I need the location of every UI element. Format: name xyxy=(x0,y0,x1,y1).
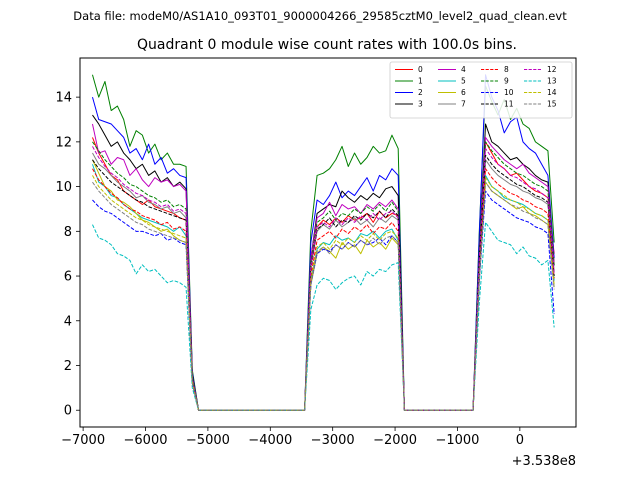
series-layer xyxy=(91,74,555,411)
legend-label-10: 10 xyxy=(504,88,514,97)
y-tick-label: 10 xyxy=(55,180,72,195)
series-line-12 xyxy=(92,146,555,411)
legend-label-4: 4 xyxy=(461,65,466,74)
y-tick-label: 14 xyxy=(55,91,72,106)
legend-label-7: 7 xyxy=(461,100,466,109)
legend-label-15: 15 xyxy=(547,100,557,109)
x-offset-label: +3.538e8 xyxy=(512,454,576,469)
y-tick-label: 4 xyxy=(64,314,72,329)
y-tick-label: 6 xyxy=(64,270,72,285)
legend-label-6: 6 xyxy=(461,88,466,97)
y-tick-label: 2 xyxy=(64,359,72,374)
legend-label-0: 0 xyxy=(418,65,423,74)
y-tick-label: 0 xyxy=(64,404,72,419)
legend-label-8: 8 xyxy=(504,65,509,74)
chart-suptitle: Data file: modeM0/AS1A10_093T01_90000042… xyxy=(73,9,567,23)
x-tick-label: −1000 xyxy=(435,433,479,448)
series-line-15 xyxy=(92,181,555,411)
y-tick-label: 8 xyxy=(64,225,72,240)
y-axis: 0 2 4 6 8 10 12 14 xyxy=(55,91,80,419)
plot-area xyxy=(80,58,576,427)
legend-label-3: 3 xyxy=(418,100,423,109)
x-tick-label: −2000 xyxy=(373,433,417,448)
y-tick-label: 12 xyxy=(55,135,72,150)
legend-label-9: 9 xyxy=(504,77,509,86)
series-line-8 xyxy=(92,168,555,411)
series-line-13 xyxy=(92,221,555,411)
x-tick-label: −3000 xyxy=(311,433,355,448)
x-tick-label: 0 xyxy=(516,433,524,448)
x-tick-label: −4000 xyxy=(248,433,292,448)
series-line-11 xyxy=(92,154,555,411)
legend-label-2: 2 xyxy=(418,88,423,97)
legend-label-5: 5 xyxy=(461,77,466,86)
legend-label-11: 11 xyxy=(504,100,514,109)
plot-frame xyxy=(79,57,577,428)
x-tick-label: −5000 xyxy=(186,433,230,448)
x-axis: −7000 −6000 −5000 −4000 −3000 −2000 −1000 0 xyxy=(61,427,524,448)
legend-label-13: 13 xyxy=(547,77,557,86)
chart-title: Quadrant 0 module wise count rates with … xyxy=(137,37,517,53)
x-tick-label: −6000 xyxy=(124,433,168,448)
legend-label-12: 12 xyxy=(547,65,557,74)
legend-label-1: 1 xyxy=(418,77,423,86)
legend-label-14: 14 xyxy=(547,88,557,97)
x-tick-label: −7000 xyxy=(61,433,105,448)
